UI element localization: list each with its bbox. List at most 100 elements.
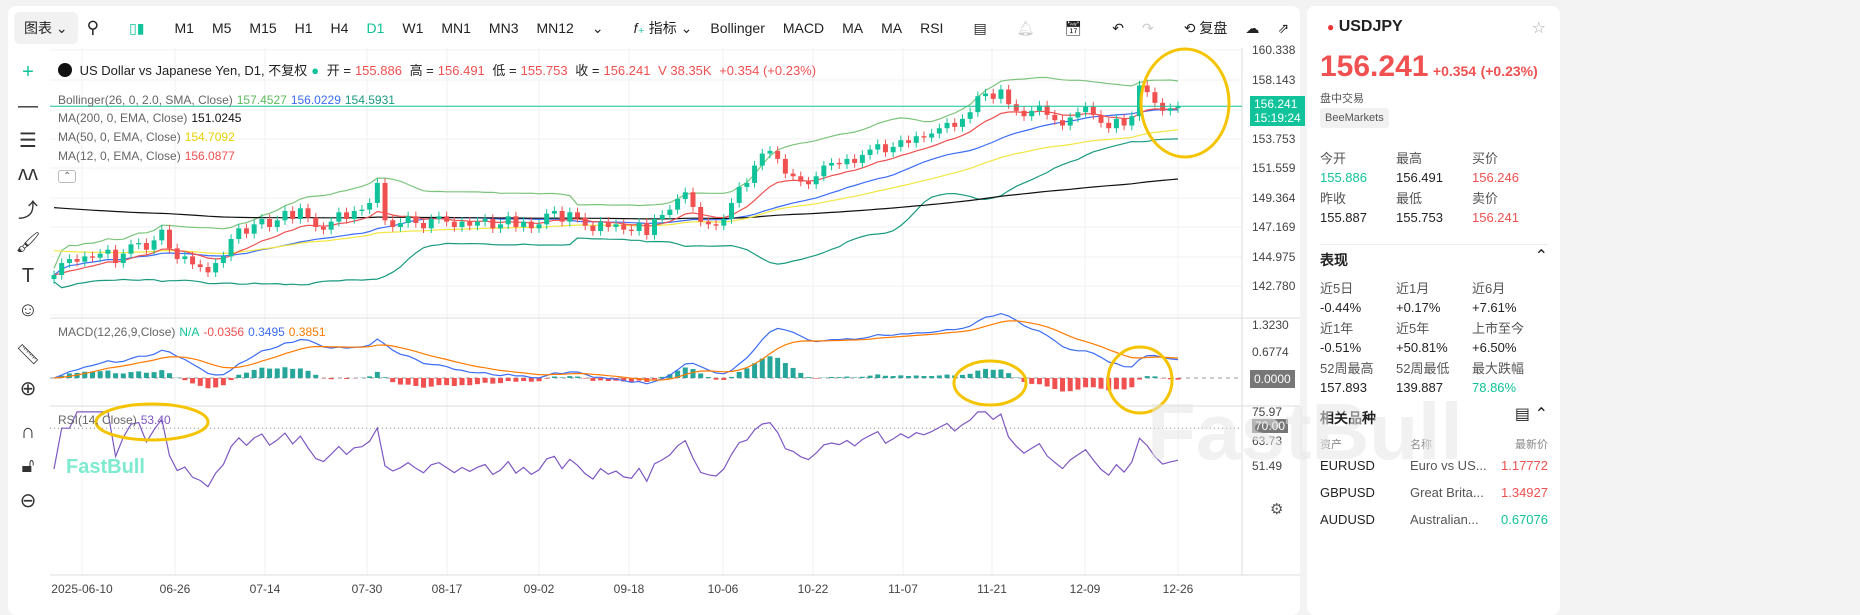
macd-histogram-bar [128, 372, 134, 378]
favorite-star-icon[interactable]: ☆ [1531, 20, 1546, 37]
candle [374, 182, 380, 203]
macd-histogram-bar [898, 375, 904, 378]
collapse-related-icon[interactable]: ⌃ [1534, 406, 1548, 423]
hide-drawings-icon[interactable]: ⊖ [19, 489, 37, 512]
candlestick-type-icon[interactable]: ▯▮ [129, 19, 145, 36]
collapse-legend-button[interactable]: ⌃ [58, 170, 77, 183]
undo-icon[interactable]: ↶ [1112, 19, 1124, 36]
timeframe-d1[interactable]: D1 [366, 20, 385, 36]
indicator-shortcut-ma[interactable]: MA [842, 20, 864, 36]
macd-na: N/A [179, 325, 200, 339]
candle [944, 122, 950, 129]
related-row[interactable]: EURUSD Euro vs US... 1.17772 [1320, 458, 1548, 473]
flag-icon: ● [1327, 20, 1335, 34]
macd-histogram-bar [143, 372, 149, 378]
macd-histogram-bar [983, 368, 989, 378]
candle [628, 229, 634, 231]
search-icon[interactable]: ⚲ [86, 18, 100, 37]
macd-histogram-bar [113, 373, 119, 378]
broker-badge[interactable]: BeeMarkets [1320, 108, 1389, 128]
zoom-in-icon[interactable]: ⊕ [19, 377, 37, 400]
macd-legend[interactable]: MACD(12,26,9,Close) N/A -0.0356 0.3495 0.385… [58, 325, 330, 339]
timeframe-mn3[interactable]: MN3 [488, 20, 519, 36]
layout-icon[interactable]: ▤ [973, 19, 987, 36]
indicators-button[interactable]: f₊ 指标 ⌄ [633, 20, 693, 36]
price-axis-label: 158.143 [1252, 73, 1296, 87]
line-tool-icon[interactable]: — [18, 94, 38, 117]
macd-histogram-bar [220, 378, 226, 386]
more-timeframes-chevron-icon[interactable]: ⌄ [591, 19, 604, 36]
related-asset: AUDUSD [1320, 512, 1375, 527]
list-icon[interactable]: ▤ [1514, 406, 1530, 423]
ma200-legend[interactable]: MA(200, 0, EMA, Close) 151.0245 [58, 111, 245, 125]
macd-histogram-bar [875, 374, 881, 378]
candle [382, 182, 388, 221]
macd-histogram-bar [836, 377, 842, 378]
pattern-icon[interactable]: ᴧᴧ [18, 162, 38, 185]
related-row[interactable]: AUDUSD Australian... 0.67076 [1320, 512, 1548, 527]
session-status: 盘中交易 [1320, 93, 1364, 105]
share-icon[interactable]: ⇗ [1277, 19, 1290, 36]
macd-histogram-bar [1006, 373, 1012, 378]
magnet-icon[interactable]: ∩ [20, 420, 36, 443]
candle [444, 216, 450, 222]
indicators-label: 指标 [648, 20, 677, 36]
stat-value: 78.86% [1472, 380, 1517, 395]
ruler-icon[interactable]: 📏︎ [15, 343, 41, 366]
macd-histogram-bar [790, 367, 796, 378]
related-title: 相关品种 [1320, 410, 1376, 426]
chart-menu-button[interactable]: 图表 ⌄ [14, 12, 78, 44]
indicator-shortcut-bollinger[interactable]: Bollinger [710, 20, 765, 36]
text-tool-icon[interactable]: T [21, 264, 35, 287]
chart-settings-gear-icon[interactable]: ⚙ [1270, 501, 1284, 518]
candle [598, 221, 604, 231]
candle [136, 243, 142, 245]
price-block: 156.241 +0.354 (+0.23%) [1320, 50, 1538, 84]
collapse-performance-icon[interactable]: ⌃ [1534, 248, 1548, 265]
related-price: 0.67076 [1501, 512, 1548, 527]
candle [243, 228, 249, 234]
candle [859, 154, 865, 163]
timeframe-w1[interactable]: W1 [402, 20, 424, 36]
macd-histogram-bar [890, 376, 896, 378]
timeframe-h4[interactable]: H4 [330, 20, 349, 36]
fib-lines-icon[interactable]: ☰ [19, 129, 37, 152]
candle [405, 216, 411, 223]
bollinger-legend[interactable]: Bollinger(26, 0, 2.0, SMA, Close) 157.452… [58, 93, 399, 107]
ma12-legend[interactable]: MA(12, 0, EMA, Close) 156.0877 [58, 149, 239, 163]
indicator-shortcut-rsi[interactable]: RSI [920, 20, 944, 36]
redo-icon[interactable]: ↷ [1141, 19, 1154, 36]
related-row[interactable]: GBPUSD Great Brita... 1.34927 [1320, 485, 1548, 500]
candle [1036, 105, 1042, 111]
replay-button[interactable]: ⟲ 复盘 [1183, 20, 1228, 36]
candle [929, 133, 935, 138]
date-axis-label: 06-26 [159, 582, 191, 596]
timeframe-m5[interactable]: M5 [211, 20, 232, 36]
crosshair-icon[interactable]: + [22, 60, 34, 83]
ma50-legend[interactable]: MA(50, 0, EMA, Close) 154.7092 [58, 130, 239, 144]
indicator-shortcut-ma[interactable]: MA [881, 20, 903, 36]
timeframe-mn1[interactable]: MN1 [441, 20, 471, 36]
candle [1129, 116, 1135, 126]
emoji-icon[interactable]: ☺ [17, 298, 39, 321]
cloud-sync-icon[interactable]: ☁ [1245, 19, 1260, 36]
alert-bell-icon[interactable]: 🔔︎ [1016, 19, 1035, 36]
projection-icon[interactable]: ⤴ [18, 199, 38, 222]
timeframe-m1[interactable]: M1 [174, 20, 194, 36]
price-axis-label: 160.338 [1252, 43, 1296, 57]
candle [659, 214, 665, 219]
quote-stat: 最低 155.753 [1396, 188, 1443, 225]
macd-histogram-bar [605, 378, 611, 381]
timeframe-h1[interactable]: H1 [294, 20, 313, 36]
timeframe-mn12[interactable]: MN12 [536, 20, 574, 36]
calendar-icon[interactable]: 📅︎ [1064, 19, 1083, 36]
macd-histogram-bar [498, 378, 504, 384]
indicator-shortcut-macd[interactable]: MACD [782, 20, 825, 36]
timeframe-m15[interactable]: M15 [249, 20, 277, 36]
lock-drawings-icon[interactable]: 🔓︎ [21, 454, 35, 477]
stat-value: -0.44% [1320, 300, 1362, 315]
price-chart[interactable] [0, 0, 1300, 615]
rsi-legend[interactable]: RSI(14, Close) 53.40 [58, 413, 175, 427]
brush-icon[interactable]: 🖌︎ [15, 231, 41, 254]
stat-label: 近5日 [1320, 281, 1354, 296]
